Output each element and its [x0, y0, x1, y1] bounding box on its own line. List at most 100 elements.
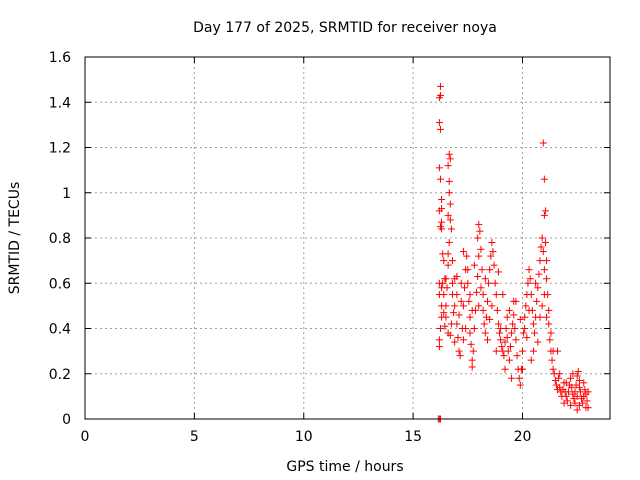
data-point	[562, 392, 570, 400]
data-point	[445, 150, 453, 158]
data-point	[503, 334, 511, 342]
data-point	[492, 291, 500, 299]
data-point	[548, 356, 556, 364]
data-point	[468, 306, 476, 314]
y-tick-label: 1.2	[49, 141, 71, 157]
data-point	[536, 257, 544, 265]
data-point	[506, 343, 514, 351]
data-point	[503, 313, 511, 321]
x-axis-title: GPS time / hours	[286, 459, 403, 475]
data-point	[567, 374, 575, 382]
data-point	[535, 270, 543, 278]
data-point	[575, 377, 583, 385]
data-point	[446, 200, 454, 208]
data-point	[438, 225, 446, 233]
data-point	[508, 329, 516, 337]
data-point	[451, 302, 459, 310]
data-point	[543, 313, 551, 321]
data-point	[573, 406, 581, 414]
data-point	[560, 399, 568, 407]
data-point	[462, 325, 470, 332]
data-point	[436, 91, 444, 99]
data-point	[450, 309, 458, 317]
data-point	[527, 356, 535, 364]
data-point	[525, 306, 533, 314]
data-point	[520, 329, 528, 337]
data-point	[480, 320, 488, 328]
data-point	[538, 302, 546, 310]
data-point	[580, 379, 588, 387]
data-point	[464, 266, 472, 274]
data-point	[475, 302, 483, 310]
data-point	[512, 336, 520, 344]
data-point	[532, 279, 540, 287]
data-point	[501, 365, 509, 373]
data-point	[523, 334, 531, 342]
x-tick-label: 15	[404, 429, 422, 445]
data-point	[489, 248, 497, 256]
data-point	[491, 279, 499, 287]
data-point	[539, 139, 547, 147]
data-point	[564, 388, 572, 396]
data-point	[484, 297, 491, 305]
y-tick-label: 0.8	[49, 231, 71, 247]
data-point	[442, 275, 450, 283]
data-point	[529, 320, 537, 328]
data-point	[487, 252, 495, 260]
data-point	[468, 356, 476, 364]
data-point	[540, 211, 548, 219]
data-point	[512, 297, 520, 305]
data-point	[438, 284, 446, 292]
data-point	[453, 272, 461, 280]
data-point	[436, 82, 444, 90]
data-point	[569, 370, 577, 378]
data-point	[481, 275, 489, 283]
data-point	[436, 325, 444, 332]
data-point	[484, 336, 491, 344]
data-point	[465, 297, 473, 305]
data-point	[582, 404, 590, 412]
data-point	[442, 313, 450, 321]
data-point	[481, 329, 489, 337]
data-point	[533, 297, 541, 305]
data-point	[529, 347, 537, 355]
data-point	[508, 374, 516, 382]
data-point	[464, 279, 472, 287]
y-tick-label: 0	[62, 412, 71, 428]
data-point	[540, 175, 548, 183]
x-tick-label: 0	[81, 429, 90, 445]
data-point	[505, 306, 513, 314]
data-point	[486, 266, 494, 274]
y-tick-label: 1.6	[49, 50, 71, 66]
data-point	[504, 347, 512, 355]
grid-lines	[85, 57, 610, 419]
data-point	[442, 302, 450, 310]
x-tick-label: 5	[190, 429, 199, 445]
data-point	[436, 175, 444, 183]
data-point	[498, 343, 506, 351]
data-point	[575, 383, 583, 391]
data-point	[476, 227, 484, 235]
data-point	[494, 268, 502, 276]
data-point	[453, 320, 461, 328]
data-point	[453, 291, 461, 299]
data-point	[521, 325, 529, 332]
data-point	[485, 279, 493, 287]
data-point	[479, 306, 487, 314]
data-point	[536, 313, 544, 321]
data-point	[490, 261, 498, 269]
data-point	[497, 325, 505, 332]
data-point	[509, 320, 517, 328]
data-point	[440, 291, 448, 299]
data-point	[568, 383, 576, 391]
data-point	[534, 284, 542, 292]
data-point	[575, 401, 583, 409]
data-point	[468, 363, 476, 371]
data-point	[573, 392, 581, 400]
data-point	[444, 261, 452, 269]
data-point	[475, 252, 483, 260]
data-point	[466, 313, 474, 321]
data-point	[574, 367, 582, 375]
